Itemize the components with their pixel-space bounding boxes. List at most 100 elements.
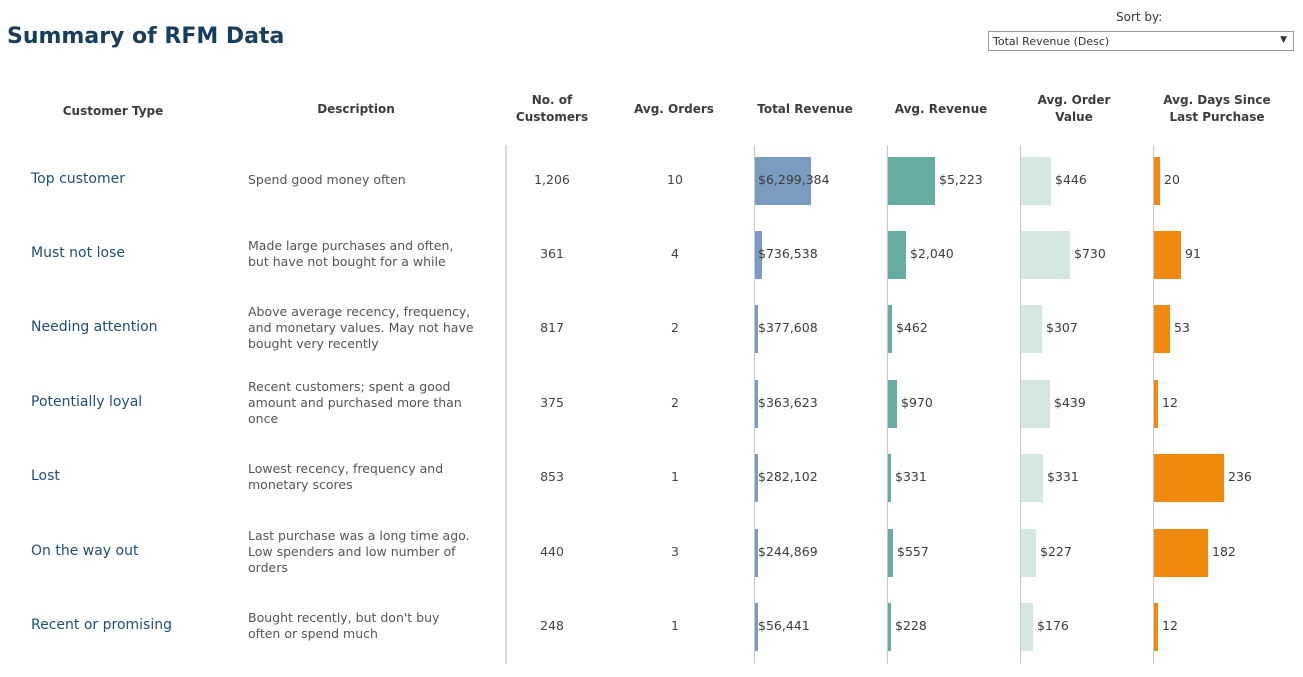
col-header-aov-line2: Value <box>1055 110 1093 124</box>
total-revenue-label: $6,299,384 <box>758 172 830 187</box>
description-line: and monetary values. May not have <box>248 320 474 335</box>
col-header-total-revenue: Total Revenue <box>757 102 853 116</box>
customer-count: 1,206 <box>534 172 570 187</box>
col-header-days-line1: Avg. Days Since <box>1163 93 1271 107</box>
avg-revenue-bar <box>888 380 897 428</box>
days-since-bar <box>1154 603 1158 651</box>
col-header-days-since: Avg. Days Since Last Purchase <box>1150 92 1284 126</box>
avg-revenue-label: $970 <box>901 395 933 410</box>
description-line: Above average recency, frequency, <box>248 304 471 319</box>
customer-type-label[interactable]: Top customer <box>31 171 126 187</box>
days-since-label: 12 <box>1162 618 1178 633</box>
avg-revenue-bar <box>888 157 935 205</box>
total-revenue-bar <box>755 157 811 205</box>
avg-order-value-label: $176 <box>1037 618 1069 633</box>
description-text: Recent customers; spent a good amount and… <box>248 379 493 427</box>
description-line: Spend good money often <box>248 172 406 187</box>
customer-count: 361 <box>540 246 564 261</box>
avg-orders-value: 1 <box>671 469 679 484</box>
description-line: bought very recently <box>248 336 379 351</box>
total-revenue-bar <box>755 380 758 428</box>
avg-order-value-bar <box>1021 231 1070 279</box>
total-revenue-label: $736,538 <box>758 246 818 261</box>
days-since-axis <box>1153 145 1154 664</box>
avg-revenue-label: $5,223 <box>939 172 983 187</box>
avg-order-value-bar <box>1021 157 1051 205</box>
col-header-customers-line1: No. of <box>531 93 573 107</box>
total-revenue-label: $56,441 <box>758 618 810 633</box>
avg-order-value-bar <box>1021 603 1033 651</box>
days-since-bar <box>1154 454 1224 502</box>
col-header-description: Description <box>317 102 395 116</box>
total-revenue-label: $282,102 <box>758 469 818 484</box>
avg-revenue-bar <box>888 603 891 651</box>
avg-revenue-bar <box>888 231 906 279</box>
avg-order-value-bar <box>1021 454 1043 502</box>
description-line: amount and purchased more than <box>248 395 462 410</box>
sort-dropdown[interactable]: Total Revenue (Desc) ▼ <box>988 31 1294 51</box>
description-line: Lowest recency, frequency and <box>248 461 444 476</box>
days-since-label: 12 <box>1162 395 1178 410</box>
days-since-label: 91 <box>1185 246 1201 261</box>
description-text: Lowest recency, frequency and monetary sc… <box>248 461 493 493</box>
total-revenue-label: $377,608 <box>758 320 818 335</box>
days-since-bar <box>1154 305 1170 353</box>
avg-order-value-label: $331 <box>1047 469 1079 484</box>
days-since-label: 20 <box>1164 172 1180 187</box>
total-revenue-axis <box>754 145 755 664</box>
customer-count: 375 <box>540 395 564 410</box>
customer-count: 248 <box>540 618 564 633</box>
days-since-label: 236 <box>1228 469 1252 484</box>
avg-revenue-label: $462 <box>896 320 928 335</box>
avg-order-value-axis <box>1020 145 1021 664</box>
avg-order-value-label: $439 <box>1054 395 1086 410</box>
description-line: once <box>248 411 279 426</box>
customer-type-label[interactable]: Needing attention <box>31 319 158 335</box>
col-header-aov-line1: Avg. Order <box>1037 93 1111 107</box>
description-text: Last purchase was a long time ago. Low sp… <box>248 528 493 576</box>
avg-revenue-axis <box>887 145 888 664</box>
customer-count: 853 <box>540 469 564 484</box>
avg-orders-value: 3 <box>671 544 679 559</box>
avg-revenue-label: $228 <box>895 618 927 633</box>
sort-label: Sort by: <box>1116 10 1163 24</box>
description-line: Recent customers; spent a good <box>248 379 451 394</box>
customer-type-label[interactable]: On the way out <box>31 543 139 559</box>
avg-order-value-bar <box>1021 529 1036 577</box>
page-title: Summary of RFM Data <box>7 24 285 49</box>
avg-orders-value: 1 <box>671 618 679 633</box>
avg-orders-value: 2 <box>671 395 679 410</box>
customer-type-label[interactable]: Must not lose <box>31 245 125 261</box>
avg-orders-value: 4 <box>671 246 679 261</box>
avg-revenue-label: $2,040 <box>910 246 954 261</box>
avg-revenue-label: $331 <box>895 469 927 484</box>
total-revenue-bar <box>755 454 758 502</box>
avg-order-value-bar <box>1021 380 1050 428</box>
description-line: Low spenders and low number of <box>248 544 456 559</box>
customer-count: 440 <box>540 544 564 559</box>
customer-type-label[interactable]: Lost <box>31 468 60 484</box>
days-since-bar <box>1154 529 1208 577</box>
customer-type-label[interactable]: Potentially loyal <box>31 394 143 410</box>
col-header-customers: No. of Customers <box>500 92 604 126</box>
days-since-bar <box>1154 157 1160 205</box>
avg-order-value-label: $227 <box>1040 544 1072 559</box>
days-since-label: 182 <box>1212 544 1236 559</box>
description-text: Bought recently, but don't buy often or s… <box>248 610 493 642</box>
days-since-bar <box>1154 380 1158 428</box>
column-divider <box>505 145 507 664</box>
description-line: Made large purchases and often, <box>248 238 454 253</box>
col-header-avg-revenue: Avg. Revenue <box>894 102 988 116</box>
description-line: monetary scores <box>248 477 353 492</box>
total-revenue-bar <box>755 231 762 279</box>
chevron-down-icon[interactable]: ▼ <box>1280 35 1287 45</box>
col-header-avg-order-value: Avg. Order Value <box>1018 92 1130 126</box>
total-revenue-bar <box>755 305 758 353</box>
avg-orders-value: 2 <box>671 320 679 335</box>
total-revenue-bar <box>755 529 758 577</box>
customer-type-label[interactable]: Recent or promising <box>31 617 172 633</box>
total-revenue-label: $244,869 <box>758 544 818 559</box>
days-since-bar <box>1154 231 1181 279</box>
avg-order-value-bar <box>1021 305 1042 353</box>
description-line: often or spend much <box>248 626 378 641</box>
